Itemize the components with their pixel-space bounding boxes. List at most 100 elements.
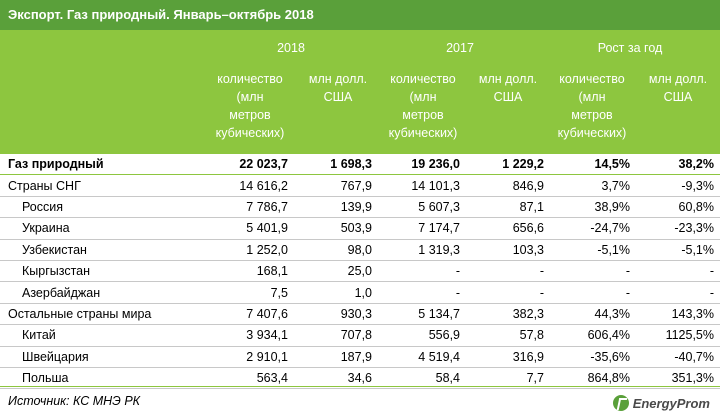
- row-label: Страны СНГ: [0, 174, 200, 197]
- row-label: Азербайджан: [0, 281, 200, 304]
- cell-u18: 187,9: [294, 346, 378, 368]
- cell-q17: -: [378, 260, 466, 283]
- table-row: Кыргызстан 168,1 25,0- - - -: [0, 260, 720, 283]
- table-row: Польша 563,4 34,6 58,4 7,7 864,8% 351,3%: [0, 367, 720, 390]
- table-row: Узбекистан 1 252,0 98,0 1 319,3 103,3 -5,1% -5…: [0, 239, 720, 261]
- cell-u17: -: [466, 260, 550, 283]
- table-row: Россия 7 786,7 139,9 5 607,3 87,1 38,9% 60,8%: [0, 196, 720, 219]
- footer: Источник: КС МНЭ РК EnergyProm: [0, 386, 720, 418]
- cell-u17: 7,7: [466, 367, 550, 390]
- cell-q17: 7 174,7: [378, 217, 466, 240]
- cell-gq: -: [550, 281, 636, 304]
- cell-gu: 1125,5%: [636, 324, 720, 347]
- cell-u18: 1 698,3: [294, 154, 378, 176]
- cell-gu: 351,3%: [636, 367, 720, 390]
- cell-u18: 34,6: [294, 367, 378, 390]
- cell-gq: 3,7%: [550, 174, 636, 197]
- table-title: Экспорт. Газ природный. Январь–октябрь 2…: [0, 0, 720, 30]
- cell-u18: 1,0: [294, 281, 378, 304]
- cell-u17: 656,6: [466, 217, 550, 240]
- table-header: 2018 2017 Рост за год количество (млн метр…: [0, 30, 720, 154]
- cell-gu: -23,3%: [636, 217, 720, 240]
- cell-gq: -5,1%: [550, 239, 636, 261]
- cell-gq: -: [550, 260, 636, 283]
- cell-u18: 503,9: [294, 217, 378, 240]
- row-label: Газ природный: [0, 154, 200, 176]
- header-growth: Рост за год: [597, 41, 663, 55]
- table-row: Китай 3 934,1 707,8 556,9 57,8 606,4% 1125,5%: [0, 324, 720, 347]
- cell-gq: -35,6%: [550, 346, 636, 368]
- table-row: Азербайджан 7,5 1,0- - - -: [0, 281, 720, 304]
- cell-q17: 4 519,4: [378, 346, 466, 368]
- table-row: Страны СНГ 14 616,2 767,9 14 101,3 846,9 3,7%…: [0, 174, 720, 197]
- header-usd-growth: млн долл. США: [648, 72, 708, 104]
- cell-u18: 767,9: [294, 174, 378, 197]
- cell-u17: 103,3: [466, 239, 550, 261]
- cell-q17: 58,4: [378, 367, 466, 390]
- cell-u17: 87,1: [466, 196, 550, 219]
- cell-q17: 5 134,7: [378, 303, 466, 326]
- cell-u18: 707,8: [294, 324, 378, 347]
- cell-q18: 7,5: [200, 281, 294, 304]
- cell-q18: 14 616,2: [200, 174, 294, 197]
- cell-gq: 44,3%: [550, 303, 636, 326]
- data-table: Газ природный 22 023,7 1 698,3 19 236,0 1 22…: [0, 154, 720, 390]
- row-label: Швейцария: [0, 346, 200, 368]
- cell-q18: 5 401,9: [200, 217, 294, 240]
- table-row: Остальные страны мира 7 407,6 930,3 5 134,7…: [0, 303, 720, 326]
- energyprom-logo-icon: [612, 395, 629, 411]
- cell-gq: 606,4%: [550, 324, 636, 347]
- table-row: Швейцария 2 910,1 187,9 4 519,4 316,9 -35,6% -…: [0, 346, 720, 368]
- header-usd-2017: млн долл. США: [478, 72, 538, 104]
- header-year-2018: 2018: [277, 41, 305, 55]
- cell-gq: 38,9%: [550, 196, 636, 219]
- cell-u17: 57,8: [466, 324, 550, 347]
- row-label: Польша: [0, 367, 200, 390]
- row-label: Остальные страны мира: [0, 303, 200, 326]
- cell-q17: -: [378, 281, 466, 304]
- cell-q17: 556,9: [378, 324, 466, 347]
- cell-q18: 563,4: [200, 367, 294, 390]
- cell-u17: -: [466, 281, 550, 304]
- cell-gq: 14,5%: [550, 154, 636, 176]
- row-label: Украина: [0, 217, 200, 240]
- cell-gu: -: [636, 260, 720, 283]
- cell-q18: 22 023,7: [200, 154, 294, 176]
- cell-gu: 60,8%: [636, 196, 720, 219]
- cell-q18: 7 407,6: [200, 303, 294, 326]
- cell-u18: 930,3: [294, 303, 378, 326]
- cell-gu: 143,3%: [636, 303, 720, 326]
- cell-gu: -: [636, 281, 720, 304]
- table-row: Газ природный 22 023,7 1 698,3 19 236,0 1 22…: [0, 154, 720, 176]
- cell-u17: 846,9: [466, 174, 550, 197]
- cell-q17: 14 101,3: [378, 174, 466, 197]
- header-qty-growth: количество (млн метров кубических): [557, 72, 627, 140]
- cell-gu: -9,3%: [636, 174, 720, 197]
- energyprom-logo: EnergyProm: [612, 392, 710, 414]
- cell-q17: 19 236,0: [378, 154, 466, 176]
- cell-gu: -5,1%: [636, 239, 720, 261]
- logo-text: EnergyProm: [632, 395, 710, 411]
- header-usd-2018: млн долл. США: [308, 72, 368, 104]
- cell-q18: 3 934,1: [200, 324, 294, 347]
- row-label: Узбекистан: [0, 239, 200, 261]
- cell-q17: 1 319,3: [378, 239, 466, 261]
- source-note: Источник: КС МНЭ РК: [8, 394, 141, 408]
- row-label: Россия: [0, 196, 200, 219]
- cell-q18: 1 252,0: [200, 239, 294, 261]
- cell-u18: 139,9: [294, 196, 378, 219]
- cell-u17: 1 229,2: [466, 154, 550, 176]
- header-qty-2018: количество (млн метров кубических): [215, 72, 285, 140]
- cell-gq: 864,8%: [550, 367, 636, 390]
- cell-q17: 5 607,3: [378, 196, 466, 219]
- row-label: Китай: [0, 324, 200, 347]
- cell-gu: 38,2%: [636, 154, 720, 176]
- cell-u18: 25,0: [294, 260, 378, 283]
- cell-u17: 316,9: [466, 346, 550, 368]
- cell-gu: -40,7%: [636, 346, 720, 368]
- header-year-2017: 2017: [446, 41, 474, 55]
- table-row: Украина 5 401,9 503,9 7 174,7 656,6 -24,7% -23…: [0, 217, 720, 240]
- cell-q18: 168,1: [200, 260, 294, 283]
- cell-u18: 98,0: [294, 239, 378, 261]
- cell-q18: 2 910,1: [200, 346, 294, 368]
